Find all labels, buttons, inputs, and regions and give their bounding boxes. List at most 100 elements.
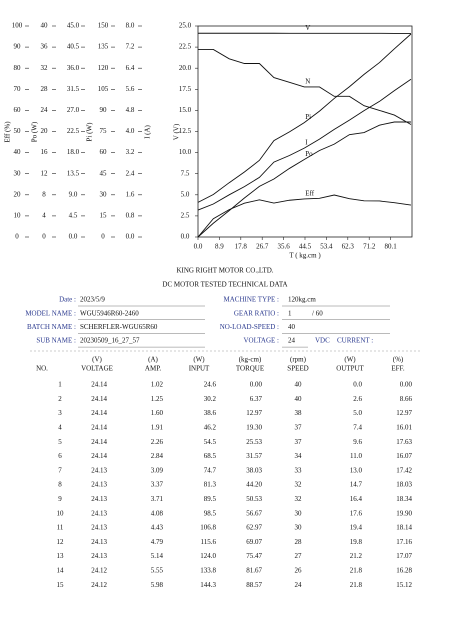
x-tick-label: 53.4: [320, 243, 333, 251]
cell: 8.66: [400, 395, 413, 403]
cell: 21.8: [350, 581, 363, 589]
curve: [197, 33, 412, 203]
cell: 17.07: [396, 552, 412, 560]
x-tick-label: 44.5: [299, 243, 312, 251]
axis-label: I (A): [144, 124, 152, 138]
axis-label: Pi (W): [86, 122, 94, 142]
cell: 1: [58, 381, 62, 389]
cell: 5: [58, 438, 62, 446]
y-tick-label: 32: [41, 64, 49, 72]
unit-header: (%): [393, 356, 404, 364]
cell: 7: [58, 466, 62, 474]
cell: 4.43: [151, 524, 164, 532]
curve: [197, 194, 412, 238]
cell: 69.07: [246, 538, 262, 546]
y-tick-label: 17.5: [179, 85, 192, 93]
unit-header: (W): [344, 356, 356, 364]
info-label: BATCH NAME :: [27, 323, 76, 331]
info-value: 1: [288, 309, 292, 317]
y-tick-label: 135: [98, 43, 109, 51]
column-header: OUTPUT: [336, 365, 364, 373]
y-tick-label: 40: [14, 148, 22, 156]
cell: 5.55: [151, 567, 164, 575]
cell: 40: [295, 395, 303, 403]
cell: 17.63: [396, 438, 412, 446]
cell: 24.13: [91, 524, 107, 532]
cell: 1.02: [151, 381, 164, 389]
cell: 4.79: [151, 538, 164, 546]
unit-header: (kg-cm): [239, 356, 262, 364]
cell: 24.14: [91, 381, 107, 389]
y-tick-label: 22.5: [67, 127, 80, 135]
info-value: 2023/5/9: [80, 296, 105, 304]
cell: 30: [295, 509, 303, 517]
cell: 44.20: [246, 481, 262, 489]
cell: 124.0: [200, 552, 216, 560]
y-tick-label: 40: [41, 22, 49, 30]
cell: 24.6: [204, 381, 217, 389]
y-tick-label: 75: [100, 127, 108, 135]
y-tick-label: 36.0: [67, 64, 80, 72]
y-tick-label: 20: [41, 127, 49, 135]
cell: 28: [295, 538, 303, 546]
cell: 19.30: [246, 424, 262, 432]
cell: 19.90: [396, 509, 412, 517]
y-tick-label: 18.0: [67, 148, 80, 156]
y-tick-label: 24: [41, 106, 49, 114]
cell: 81.3: [204, 481, 217, 489]
subtitle: DC MOTOR TESTED TECHNICAL DATA: [162, 281, 287, 289]
cell: 24.14: [91, 424, 107, 432]
y-tick-label: 105: [98, 85, 109, 93]
cell: 4: [58, 424, 62, 432]
cell: 24.13: [91, 552, 107, 560]
cell: 19.8: [350, 538, 363, 546]
cell: 24.14: [91, 438, 107, 446]
cell: 8: [58, 481, 62, 489]
cell: 133.8: [200, 567, 216, 575]
x-tick-label: 71.2: [363, 243, 376, 251]
cell: 33: [295, 466, 303, 474]
cell: 3.71: [151, 495, 164, 503]
cell: 15.12: [396, 581, 412, 589]
curve-label: Po: [305, 150, 313, 158]
y-tick-label: 0.0: [181, 233, 190, 241]
cell: 18.03: [396, 481, 412, 489]
y-tick-label: 25.0: [179, 22, 192, 30]
y-tick-label: 0.8: [126, 212, 135, 220]
y-tick-label: 40.5: [67, 43, 80, 51]
cell: 26: [295, 567, 303, 575]
y-tick-label: 4.8: [126, 106, 135, 114]
cell: 74.7: [204, 466, 217, 474]
cell: 32: [295, 481, 303, 489]
cell: 24.14: [91, 395, 107, 403]
x-tick-label: 80.1: [384, 243, 397, 251]
y-tick-label: 5.0: [181, 190, 190, 198]
cell: 89.5: [204, 495, 217, 503]
cell: 11.0: [350, 452, 362, 460]
y-tick-label: 45.0: [67, 22, 80, 30]
cell: 24: [295, 581, 303, 589]
y-tick-label: 100: [12, 22, 23, 30]
cell: 34: [295, 452, 303, 460]
y-tick-label: 9.0: [69, 190, 78, 198]
y-tick-label: 30: [14, 169, 22, 177]
y-tick-label: 60: [14, 106, 22, 114]
y-tick-label: 90: [100, 106, 108, 114]
y-tick-label: 20: [14, 190, 22, 198]
y-tick-label: 10: [14, 212, 22, 220]
info-value: CURRENT :: [337, 337, 373, 345]
y-tick-label: 1.6: [126, 190, 135, 198]
y-tick-label: 8.0: [126, 22, 135, 30]
curve-label: N: [305, 78, 310, 86]
cell: 37: [295, 424, 303, 432]
cell: 2.84: [151, 452, 164, 460]
y-tick-label: 0.0: [126, 233, 135, 241]
y-tick-label: 7.5: [181, 169, 190, 177]
info-label: Date :: [59, 296, 76, 304]
y-tick-label: 150: [98, 22, 109, 30]
y-tick-label: 36: [41, 43, 49, 51]
y-tick-label: 70: [14, 85, 22, 93]
column-header: AMP.: [145, 365, 161, 373]
cell: 46.2: [204, 424, 217, 432]
